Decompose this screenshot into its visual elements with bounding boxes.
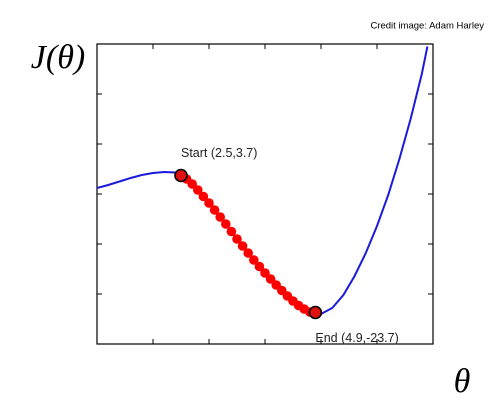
descent-step (221, 219, 231, 229)
descent-step (226, 226, 237, 237)
descent-step (198, 191, 209, 202)
credit: Credit image: Adam Harley (370, 21, 484, 32)
annotation-label: Start (2.5,3.7) (181, 146, 257, 160)
annotation-label: End (4.9,-23.7) (315, 331, 398, 345)
descent-step (209, 205, 220, 215)
descent-step (249, 255, 259, 265)
descent-step (232, 234, 242, 244)
y-axis-title: J(θ) (31, 39, 85, 76)
descent-step (243, 248, 253, 258)
annotation-point (174, 168, 188, 183)
annotation-point (308, 305, 323, 320)
descent-step (254, 261, 265, 272)
x-axis-title: θ (454, 363, 471, 400)
descent-step (237, 241, 248, 251)
descent-step (215, 212, 225, 222)
descent-step (187, 179, 197, 189)
descent-step (260, 268, 270, 278)
descent-step (193, 185, 203, 195)
plot-frame (96, 43, 434, 345)
descent-step (265, 274, 276, 284)
descent-step (204, 198, 214, 208)
